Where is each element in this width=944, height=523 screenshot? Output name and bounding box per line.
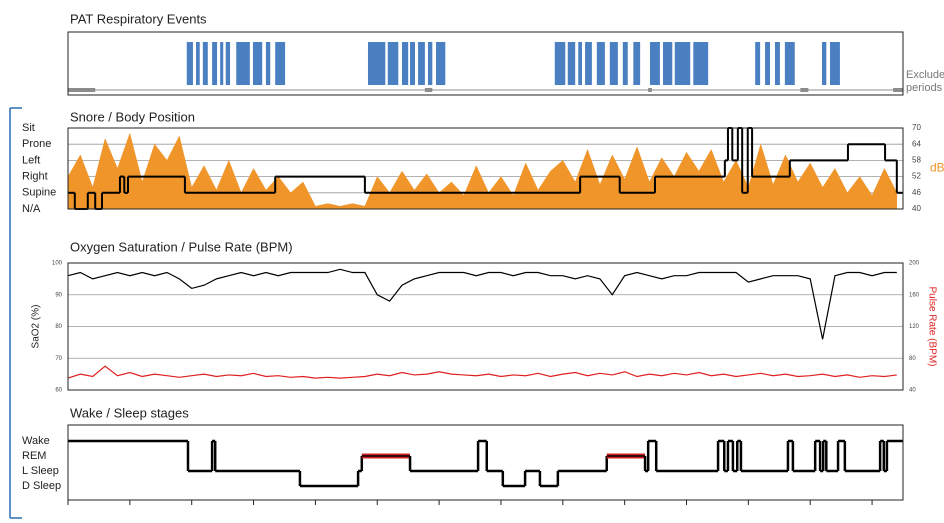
y2-tick-label: 160: [909, 292, 920, 298]
series-line: [67, 365, 897, 379]
event-bar: [236, 42, 250, 85]
exclude-period: [424, 88, 433, 92]
event-bar: [578, 42, 582, 85]
position-label: Prone: [22, 138, 51, 150]
event-bar: [765, 42, 771, 85]
event-bar: [436, 42, 446, 85]
panel-frame: [67, 127, 904, 210]
y-tick-label: 80: [55, 324, 62, 330]
y2-axis-label: dB: [930, 161, 944, 175]
panel-frame: [67, 424, 904, 501]
event-bar: [427, 42, 433, 85]
event-bar: [367, 42, 386, 85]
stage-label: D Sleep: [22, 480, 61, 492]
y-tick-label: 100: [52, 261, 63, 267]
y2-tick-label: 200: [909, 261, 920, 267]
event-bar: [186, 42, 193, 85]
exclude-label: periods: [906, 82, 943, 94]
series-line: [67, 268, 897, 340]
panel-frame: [67, 31, 904, 96]
event-bar: [220, 42, 224, 85]
event-bar: [693, 42, 709, 85]
event-bar: [567, 42, 576, 85]
event-bar: [202, 42, 208, 85]
event-bar: [410, 42, 415, 85]
position-label: N/A: [22, 203, 41, 215]
y-tick-label: 60: [55, 388, 62, 394]
stage-label: REM: [22, 450, 46, 462]
exclude-period: [800, 88, 809, 92]
event-bar: [663, 42, 673, 85]
exclude-label: Exclude: [906, 69, 944, 81]
event-bar: [830, 42, 840, 85]
panel-title: Oxygen Saturation / Pulse Rate (BPM): [70, 239, 293, 254]
y-tick-label: 70: [55, 356, 62, 362]
y2-tick-label: 120: [909, 324, 920, 330]
event-bar: [585, 42, 592, 85]
exclude-period: [68, 88, 96, 92]
event-bar: [212, 42, 218, 85]
y2-tick-label: 40: [909, 388, 916, 394]
y2-tick-label: 58: [912, 156, 921, 165]
event-bar: [674, 42, 691, 85]
panel-title: Snore / Body Position: [70, 109, 195, 124]
y2-tick-label: 46: [912, 188, 921, 197]
y2-tick-label: 80: [909, 356, 916, 362]
panel-frame: [67, 262, 904, 391]
event-bar: [755, 42, 761, 85]
event-bar: [402, 42, 409, 85]
event-bar: [275, 42, 286, 85]
y-axis-label: SaO2 (%): [31, 305, 42, 349]
position-label: Supine: [22, 187, 56, 199]
exclude-period: [648, 88, 652, 92]
event-bar: [196, 42, 200, 85]
y2-tick-label: 64: [912, 139, 921, 148]
event-bar: [265, 42, 271, 85]
event-bar: [418, 42, 425, 85]
event-bar: [554, 42, 566, 85]
panel-title: Wake / Sleep stages: [70, 405, 189, 420]
position-label: Sit: [22, 122, 35, 134]
y2-axis-label: Pulse Rate (BPM): [926, 286, 937, 366]
y2-tick-label: 70: [912, 123, 921, 132]
stage-label: L Sleep: [22, 465, 59, 477]
event-bar: [784, 42, 795, 85]
snore-area: [67, 132, 898, 210]
event-bar: [650, 42, 660, 85]
event-bar: [774, 42, 780, 85]
exclude-period: [893, 88, 903, 92]
event-bar: [252, 42, 263, 85]
y-tick-label: 90: [55, 292, 62, 298]
position-label: Left: [22, 154, 40, 166]
event-bar: [622, 42, 628, 85]
event-bar: [387, 42, 399, 85]
event-bar: [821, 42, 827, 85]
y2-tick-label: 40: [912, 204, 921, 213]
stage-label: Wake: [22, 435, 50, 447]
panel-title: PAT Respiratory Events: [70, 11, 207, 26]
position-label: Right: [22, 171, 48, 183]
event-bar: [596, 42, 605, 85]
y2-tick-label: 52: [912, 172, 921, 181]
event-bar: [633, 42, 641, 85]
event-bar: [609, 42, 618, 85]
event-bar: [225, 42, 231, 85]
